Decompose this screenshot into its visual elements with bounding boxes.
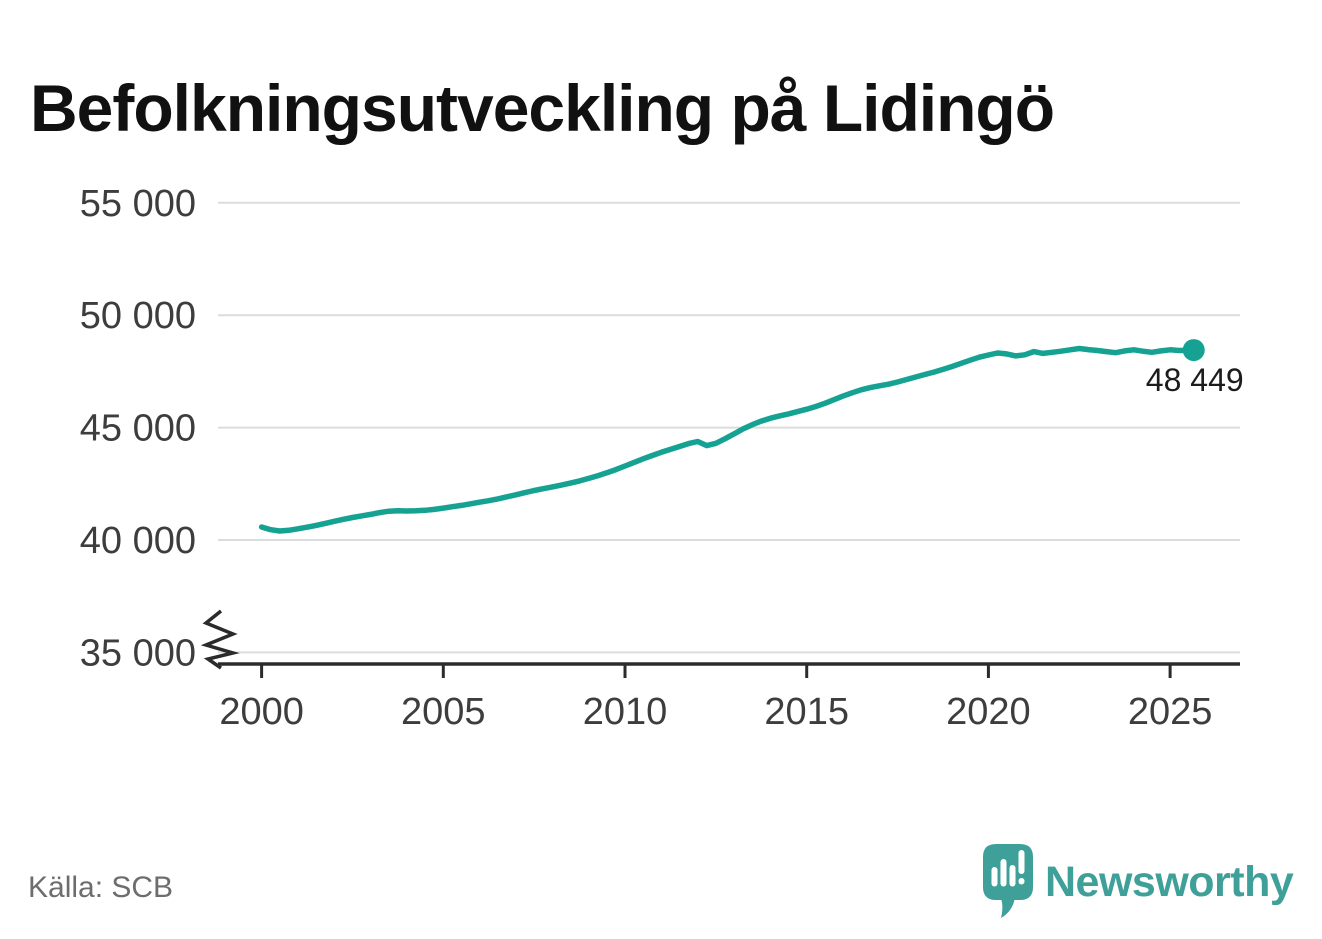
x-tick-label: 2010 [583,691,668,733]
source-label: Källa: SCB [28,871,174,904]
x-tick-label: 2005 [401,691,486,733]
x-tick-label: 2020 [946,691,1031,733]
page-title: Befolkningsutveckling på Lidingö [30,71,1055,146]
newsworthy-wordmark: Newsworthy [1045,858,1294,906]
latest-value-dot [1182,339,1205,362]
y-tick-label: 50 000 [80,295,196,337]
y-tick-label: 35 000 [80,632,196,674]
y-axis-break-icon [200,609,240,670]
x-tick-label: 2025 [1128,691,1213,733]
y-tick-label: 55 000 [80,183,196,225]
newsworthy-logo: Newsworthy [983,844,1294,918]
newsworthy-bubble-barchart-icon [983,844,1033,918]
y-tick-label: 40 000 [80,520,196,562]
x-tick-label: 2000 [219,691,304,733]
x-tick-label: 2015 [764,691,849,733]
y-tick-label: 45 000 [80,408,196,450]
latest-value-label: 48 449 [1146,362,1244,398]
population-line [258,345,1197,534]
